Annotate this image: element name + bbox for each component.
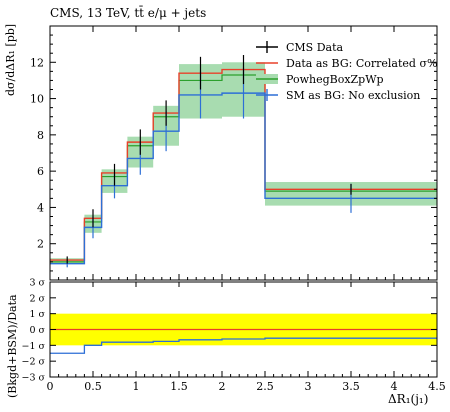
legend: CMS Data Data as BG: Correlated σ% PowhegB… bbox=[256, 41, 437, 102]
ratio-y-tick-label: 1 σ bbox=[29, 309, 45, 320]
x-tick-label: 2.5 bbox=[256, 380, 274, 393]
x-tick-label: 1 bbox=[133, 380, 140, 393]
ratio-y-tick-label: 3 σ bbox=[29, 278, 45, 289]
x-tick-label: 3.5 bbox=[342, 380, 360, 393]
x-tick-label: 4.5 bbox=[428, 380, 446, 393]
ratio-panel: 3 σ 2 σ 1 σ 0 σ −1 σ −2 σ −3 σ0 0.5 1 1.5 2 2.5 3 3.5… bbox=[21, 278, 445, 394]
y-axis-label: dσ/dΔR₁ [pb] bbox=[4, 23, 17, 96]
x-tick-label: 0.5 bbox=[84, 380, 102, 393]
legend-label: CMS Data bbox=[286, 41, 344, 54]
legend-item: Data as BG: Correlated σ% bbox=[256, 57, 437, 70]
y-tick-label: 12 bbox=[30, 56, 44, 69]
y-tick-label: 8 bbox=[37, 129, 44, 142]
x-tick-label: 3 bbox=[305, 380, 312, 393]
ratio-line-sm-as-bg bbox=[50, 337, 437, 354]
x-tick-label: 0 bbox=[47, 380, 54, 393]
x-axis-label: ΔR₁(j₁) bbox=[388, 392, 429, 406]
x-tick-label: 1.5 bbox=[170, 380, 188, 393]
y-tick-label: 2 bbox=[37, 238, 44, 251]
legend-label: SM as BG: No exclusion bbox=[286, 89, 420, 102]
ratio-y-tick-label: 0 σ bbox=[29, 325, 45, 336]
legend-item: SM as BG: No exclusion bbox=[256, 89, 420, 102]
legend-label: Data as BG: Correlated σ% bbox=[286, 57, 437, 70]
y-tick-label: 6 bbox=[37, 165, 44, 178]
ratio-y-tick-label: 2 σ bbox=[29, 293, 45, 304]
main-panel: 2 4 6 8 10 12 bbox=[30, 25, 438, 281]
legend-item: CMS Data bbox=[256, 41, 344, 54]
ratio-y-tick-label: −3 σ bbox=[21, 373, 45, 384]
x-tick-label: 4 bbox=[391, 380, 398, 393]
plot-title: CMS, 13 TeV, tt̄ e/μ + jets bbox=[50, 6, 207, 20]
ratio-y-tick-label: −1 σ bbox=[21, 341, 45, 352]
legend-item: PowhegBoxZpWp bbox=[256, 73, 384, 86]
y-tick-label: 4 bbox=[37, 201, 44, 214]
legend-label: PowhegBoxZpWp bbox=[286, 73, 384, 86]
ratio-y-tick-label: −2 σ bbox=[21, 357, 45, 368]
y-tick-label: 10 bbox=[30, 93, 44, 106]
x-tick-label: 2 bbox=[219, 380, 226, 393]
